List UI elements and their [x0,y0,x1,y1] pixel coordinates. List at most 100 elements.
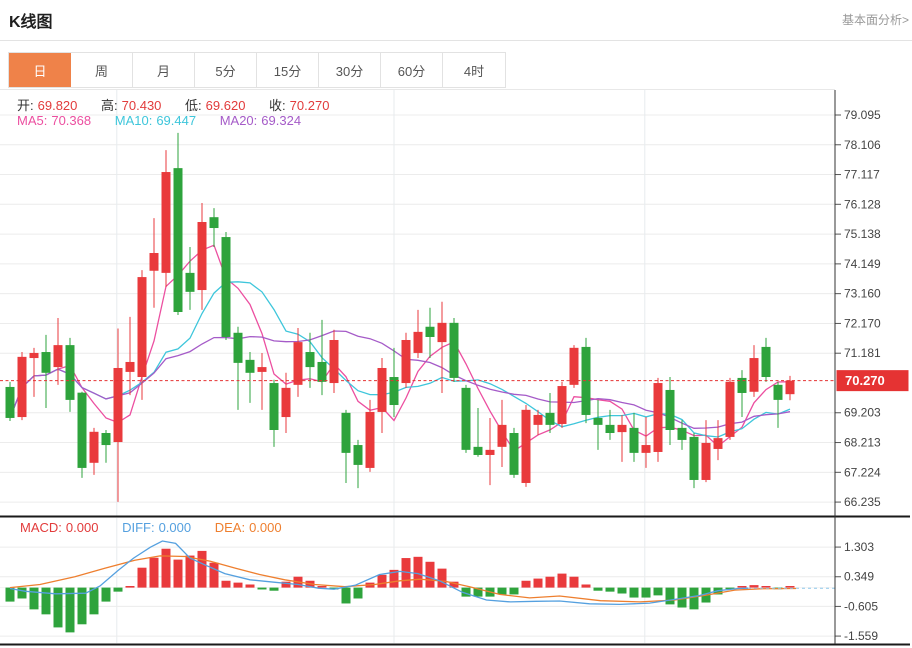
candle-body [509,433,519,475]
macd-hist-bar [161,548,171,588]
price-axis-label: 73.160 [844,287,881,301]
price-axis-label: 79.095 [844,108,881,122]
tab-30min[interactable]: 30分 [319,53,381,87]
candle-body [473,446,483,455]
candle-body [545,412,555,425]
page-title: K线图 [9,14,53,31]
candle-body [413,331,423,353]
macd-hist-bar [89,587,99,615]
candle-body [161,172,171,273]
candle-body [713,438,723,449]
macd-hist-bar [377,574,387,588]
macd-hist-bar [689,587,699,610]
candle-body [593,417,603,425]
price-axis-label: 76.128 [844,197,881,211]
macd-hist-bar [653,587,663,596]
ohlc-readout: 开: 69.820 高: 70.430 低: 69.620 收: 70.270 [17,95,333,114]
macd-hist-bar [677,587,687,608]
macd-hist-bar [593,587,603,591]
header-divider [0,40,912,41]
candle-body [305,352,315,368]
ma10-value: 69.447 [156,113,197,128]
tab-day[interactable]: 日 [9,53,71,87]
candle-body [701,442,711,480]
tab-month[interactable]: 月 [133,53,195,87]
macd-hist-bar [761,586,771,588]
candle-body [137,277,147,378]
high-value: 70.430 [121,98,162,113]
diff-label: DIFF: [122,520,155,535]
candle-body [101,433,111,446]
kline-chart[interactable]: 79.095 78.106 77.117 76.128 75.138 74.149 73.1… [0,88,912,648]
macd-hist-bar [509,587,519,595]
macd-hist-bar [749,585,759,588]
candle-body [365,411,375,468]
candle-body [401,339,411,384]
candle-body [197,222,207,291]
candle-body [389,377,399,406]
candle-body [221,237,231,337]
macd-axis-label: -1.559 [844,629,878,643]
close-label: 收: [269,98,286,113]
fundamental-analysis-link[interactable]: 基本面分析> [841,13,909,27]
low-label: 低: [185,98,202,113]
macd-hist-bar [425,561,435,588]
ma10-label: MA10: [114,113,153,128]
macd-hist-bar [197,550,207,588]
candle-body [125,361,135,372]
macd-hist-bar [173,559,183,588]
candle-body [653,383,663,452]
macd-hist-bar [317,586,327,588]
macd-hist-bar [521,580,531,588]
tab-5min[interactable]: 5分 [195,53,257,87]
macd-hist-bar [53,587,63,628]
macd-hist-bar [17,587,27,599]
macd-hist-bar [617,587,627,594]
price-axis-label: 67.224 [844,465,881,479]
macd-hist-bar [413,556,423,588]
macd-hist-bar [5,587,15,602]
open-label: 开: [17,98,34,113]
macd-hist-bar [77,587,87,625]
macd-hist-bar [113,587,123,592]
candle-body [41,352,51,373]
macd-hist-bar [461,587,471,597]
candle-body [617,424,627,433]
high-label: 高: [101,98,118,113]
candle-body [437,322,447,343]
macd-hist-bar [353,587,363,599]
panel-separator [0,515,910,518]
candle-body [65,345,75,400]
candle-body [521,409,531,483]
macd-hist-bar [125,586,135,588]
candle-body [245,359,255,373]
price-axis-label: 66.235 [844,495,881,509]
candle-body [749,358,759,392]
macd-hist-bar [137,567,147,588]
open-value: 69.820 [37,98,78,113]
tab-15min[interactable]: 15分 [257,53,319,87]
timeframe-tabbar: 日周月 5分 15分 30分 60分 4时 [8,52,506,88]
candle-body [425,326,435,337]
ma5-value: 70.368 [51,113,92,128]
candle-body [281,387,291,418]
macd-hist-bar [497,587,507,595]
candle-body [209,217,219,229]
candle-body [353,445,363,465]
candle-body [677,427,687,440]
diff-line [9,540,749,606]
macd-hist-bar [269,587,279,591]
tab-4hour[interactable]: 4时 [463,63,485,79]
macd-hist-bar [65,587,75,633]
tab-week[interactable]: 周 [71,53,133,87]
macd-hist-bar [785,586,795,588]
candle-body [497,424,507,447]
macd-value: 0.000 [65,520,99,535]
macd-hist-bar [41,587,51,615]
macd-hist-bar [401,558,411,588]
candle-body [557,386,567,424]
macd-hist-bar [557,573,567,588]
tab-60min[interactable]: 60分 [381,53,443,87]
macd-hist-bar [341,587,351,604]
macd-hist-bar [101,587,111,602]
